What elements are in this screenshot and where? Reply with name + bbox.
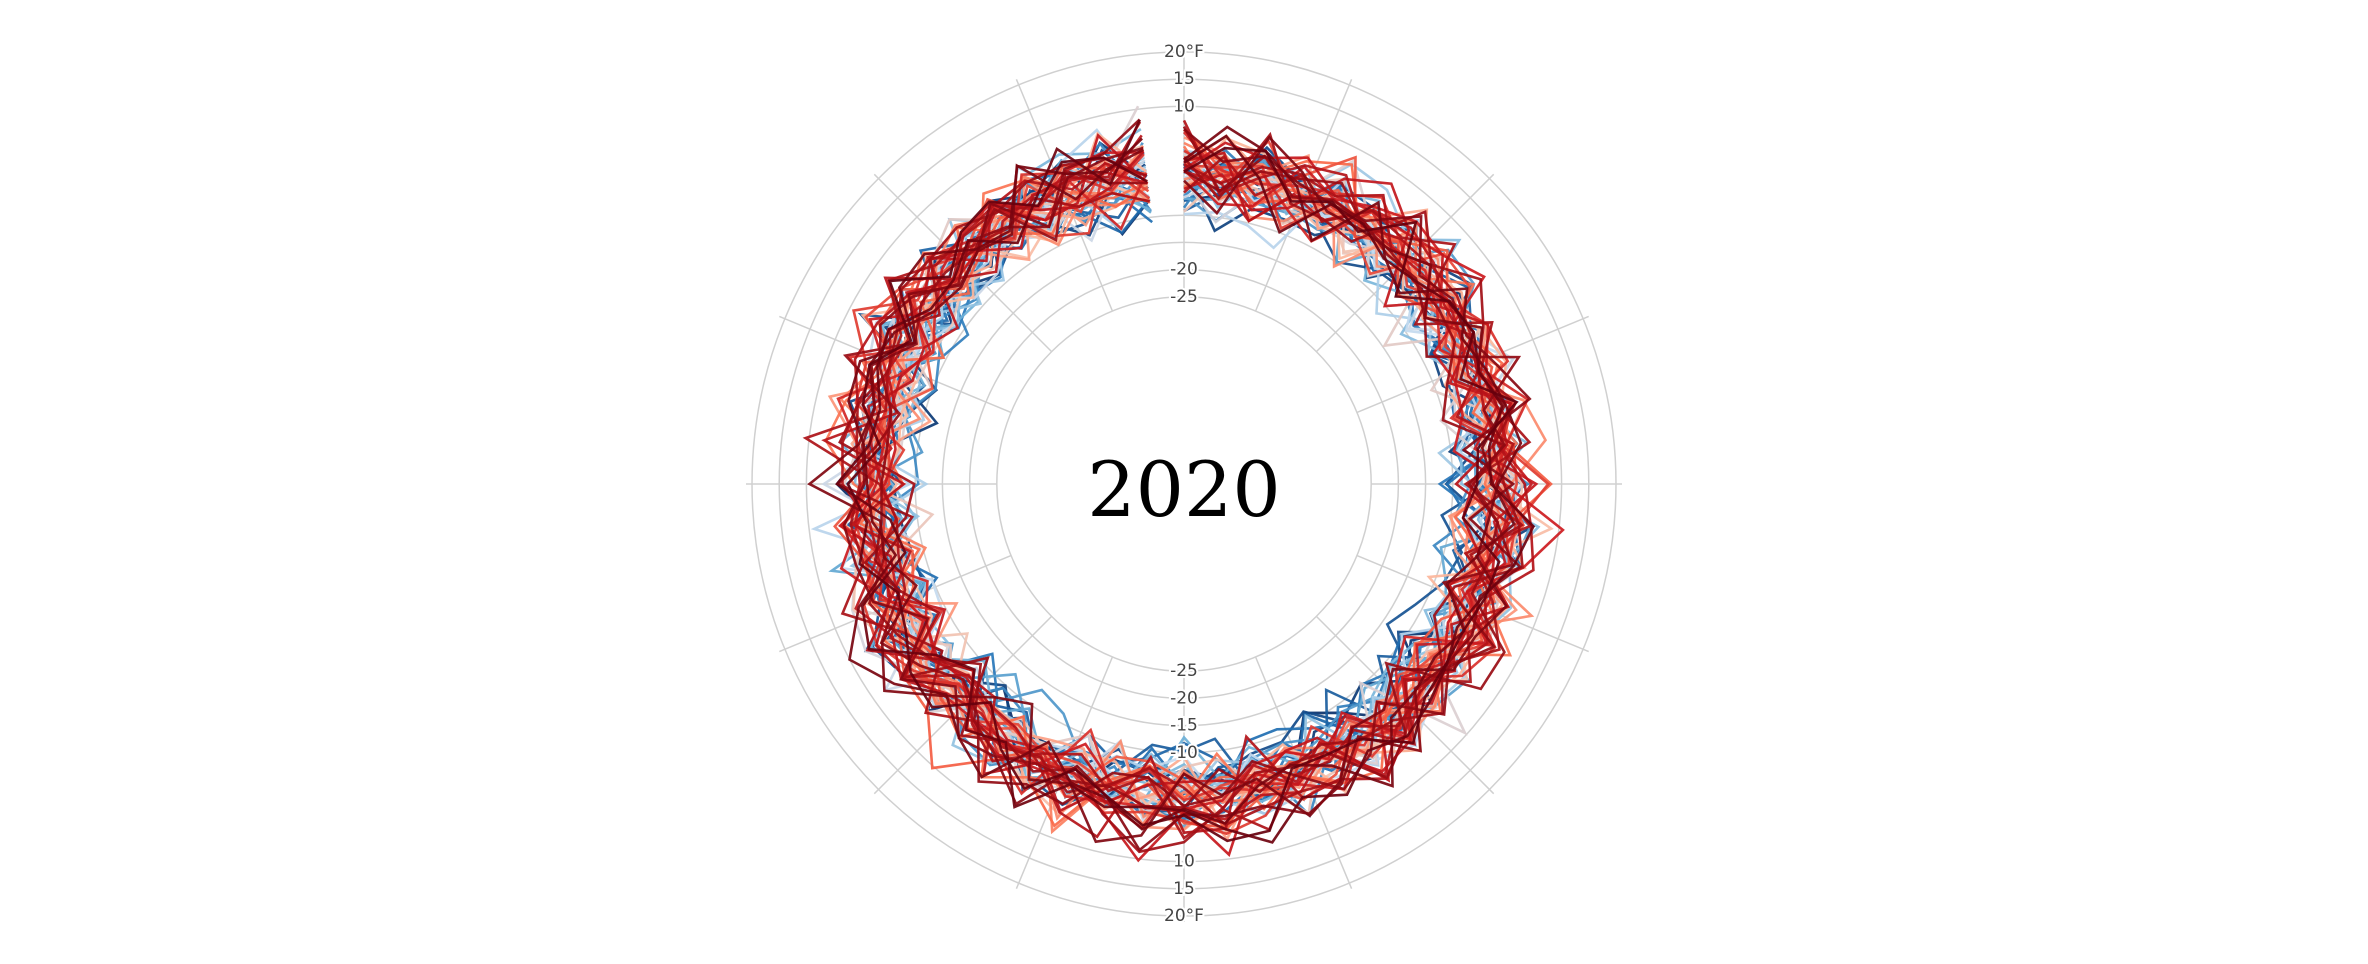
tick-label: -25 [1170,661,1198,681]
tick-label: 20°F [1164,42,1204,62]
center-year-label: 2020 [1087,445,1280,534]
series-line [821,134,1513,830]
tick-label: -25 [1170,287,1198,307]
series-line [847,125,1523,831]
tick-label: 15 [1173,879,1195,899]
tick-labels: 20°F 15 10 -20 -25 -25 -20 -15 -10 10 15 20°F [1162,40,1206,928]
series-group [802,105,1565,863]
tick-label: 15 [1173,69,1195,89]
tick-label: 20°F [1164,906,1204,926]
tick-label: -10 [1170,743,1198,763]
tick-label: -20 [1170,688,1198,708]
tick-label: -15 [1170,716,1198,736]
tick-label: -20 [1170,260,1198,280]
series-line [846,146,1519,843]
tick-label: 10 [1173,96,1195,116]
series-line [854,150,1511,821]
tick-label: 10 [1173,852,1195,872]
series-line [873,118,1522,808]
